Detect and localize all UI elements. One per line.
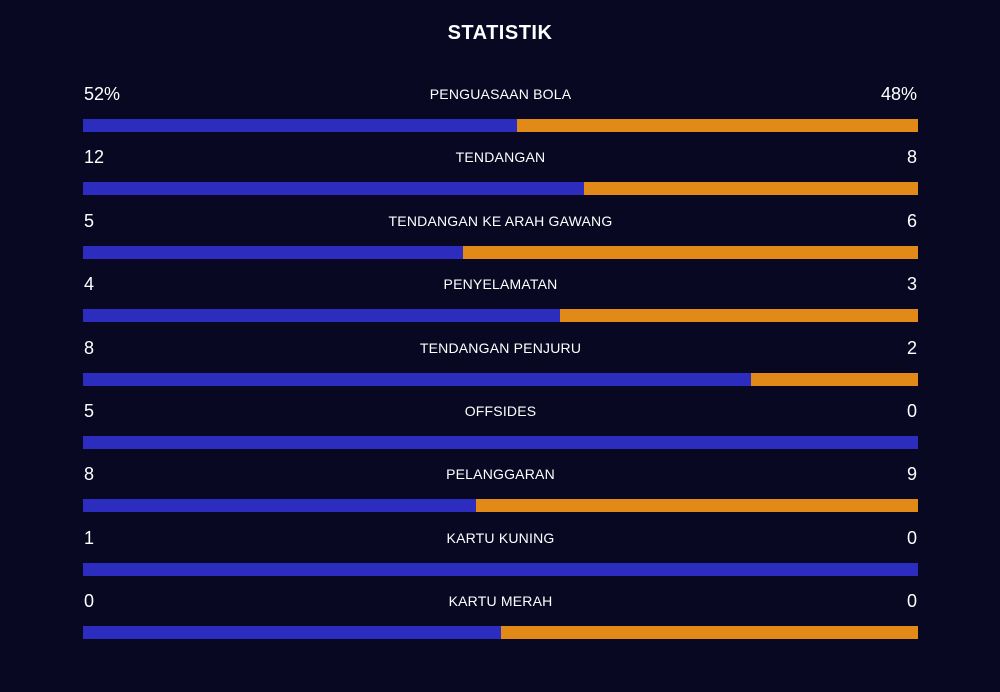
home-value: 4: [84, 274, 95, 295]
stat-label: TENDANGAN PENJURU: [419, 339, 582, 356]
stat-bar: [83, 562, 918, 576]
bar-home-segment: [83, 562, 918, 576]
bar-away-segment: [751, 372, 918, 386]
home-value: 8: [84, 337, 95, 358]
bar-away-segment: [560, 309, 918, 323]
bar-home-segment: [83, 372, 751, 386]
bar-away-segment: [475, 499, 918, 513]
stat-bar: [83, 309, 918, 323]
home-value: 5: [84, 400, 95, 421]
bar-home-segment: [83, 245, 463, 259]
stat-label: PENGUASAAN BOLA: [429, 86, 572, 102]
stat-label: PENYELAMATAN: [443, 276, 558, 293]
away-value: 8: [906, 147, 917, 168]
bar-home-segment: [83, 499, 476, 513]
away-value: 9: [906, 464, 917, 485]
bar-away-segment: [584, 182, 918, 196]
home-value: 52%: [84, 84, 121, 104]
away-value: 0: [906, 400, 917, 421]
bar-home-segment: [83, 182, 584, 196]
home-value: 8: [84, 464, 95, 485]
bar-home-segment: [83, 309, 561, 323]
home-value: 1: [84, 527, 95, 548]
stat-bar: [83, 182, 918, 196]
bar-home-segment: [83, 626, 501, 640]
stat-label: PELANGGARAN: [446, 466, 555, 483]
chart-title: STATISTIK: [447, 22, 553, 44]
away-value: 3: [906, 274, 917, 295]
stat-row: 4 PENYELAMATAN 3: [83, 270, 918, 333]
away-value: 6: [906, 210, 917, 231]
stat-row: 12 TENDANGAN 8: [83, 143, 918, 206]
stat-bar: [83, 245, 918, 259]
stat-bar: [83, 435, 918, 449]
bar-home-segment: [83, 435, 918, 449]
stat-values: 8 PELANGGARAN 9: [83, 460, 918, 499]
stat-row: 5 TENDANGAN KE ARAH GAWANG 6: [83, 207, 918, 270]
stat-row: 52% PENGUASAAN BOLA 48%: [83, 80, 918, 143]
stat-values: 52% PENGUASAAN BOLA 48%: [83, 80, 918, 119]
stat-bar: [83, 372, 918, 386]
stat-values: 1 KARTU KUNING 0: [83, 524, 918, 563]
stat-bar: [83, 499, 918, 513]
bar-away-segment: [462, 245, 918, 259]
stat-row: 8 PELANGGARAN 9: [83, 460, 918, 523]
stat-values: 5 TENDANGAN KE ARAH GAWANG 6: [83, 207, 918, 246]
stat-label: OFFSIDES: [464, 402, 537, 419]
away-value: 0: [906, 527, 917, 548]
stat-values: 12 TENDANGAN 8: [83, 143, 918, 182]
stat-values: 4 PENYELAMATAN 3: [83, 270, 918, 309]
away-value: 48%: [880, 84, 917, 104]
away-value: 2: [906, 337, 917, 358]
home-value: 12: [84, 147, 105, 168]
stat-values: 5 OFFSIDES 0: [83, 397, 918, 436]
bar-away-segment: [500, 626, 918, 640]
stat-row: 0 KARTU MERAH 0: [83, 587, 918, 650]
stat-row: 8 TENDANGAN PENJURU 2: [83, 334, 918, 397]
stats-list: 52% PENGUASAAN BOLA 48% 12 TENDANGAN 8 5 TENDAN…: [83, 80, 918, 651]
stat-label: KARTU MERAH: [448, 593, 553, 610]
bar-home-segment: [83, 119, 518, 132]
home-value: 5: [84, 210, 95, 231]
stat-row: 1 KARTU KUNING 0: [83, 524, 918, 587]
stat-label: TENDANGAN KE ARAH GAWANG: [388, 212, 613, 229]
away-value: 0: [906, 591, 917, 612]
stat-bar: [83, 626, 918, 640]
bar-away-segment: [517, 119, 918, 132]
stat-label: KARTU KUNING: [446, 529, 555, 546]
home-value: 0: [84, 591, 95, 612]
stat-values: 8 TENDANGAN PENJURU 2: [83, 334, 918, 373]
stat-values: 0 KARTU MERAH 0: [83, 587, 918, 626]
stat-bar: [83, 119, 918, 132]
stat-label: TENDANGAN: [455, 149, 546, 166]
stat-row: 5 OFFSIDES 0: [83, 397, 918, 460]
